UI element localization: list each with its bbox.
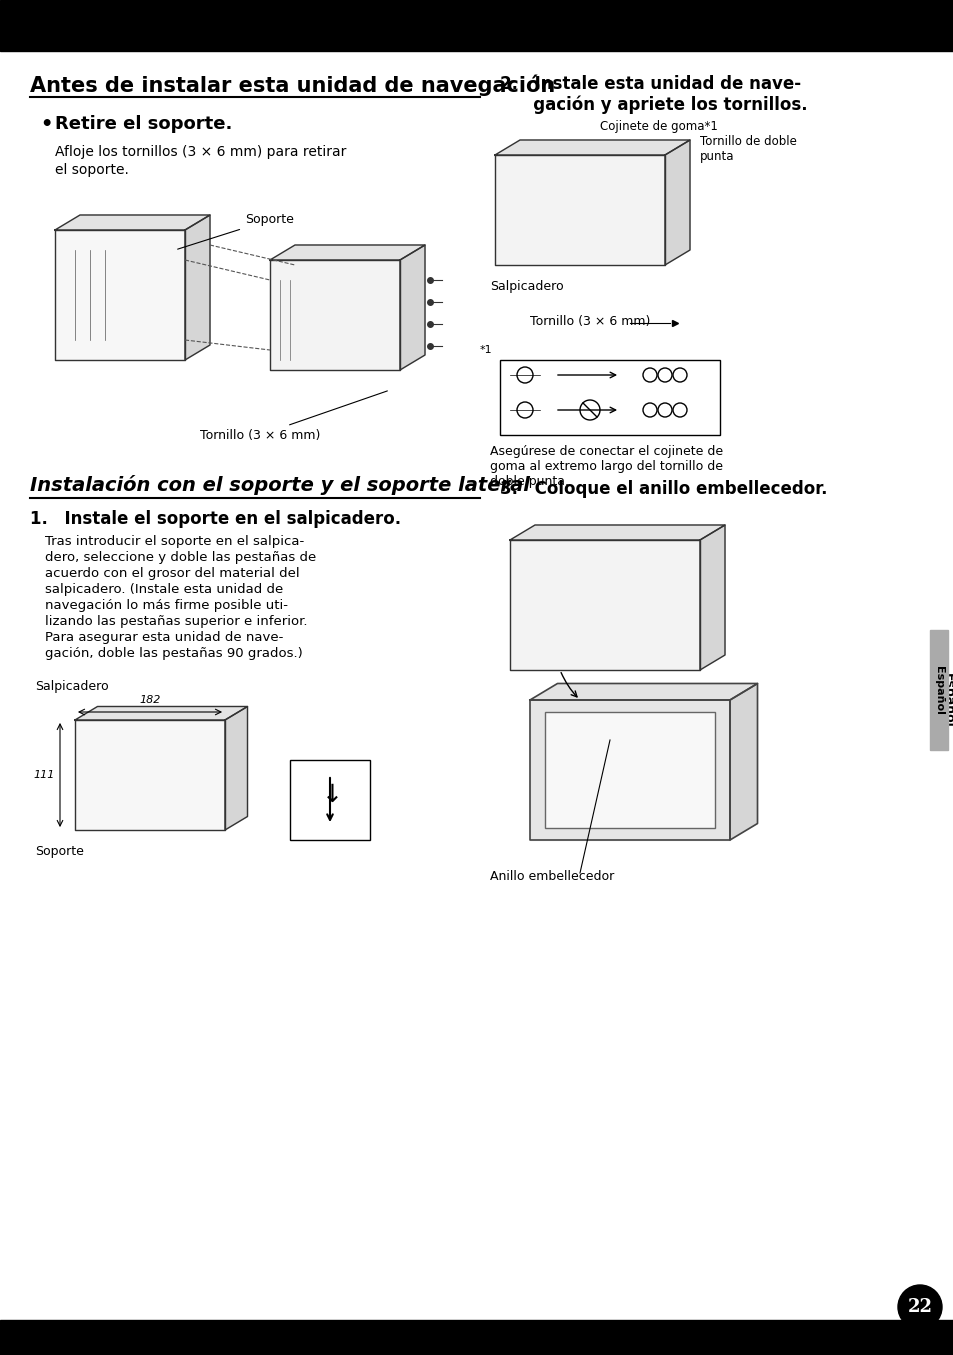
Circle shape [897, 1285, 941, 1329]
Polygon shape [185, 215, 210, 360]
Bar [544, 711, 714, 828]
Text: Asegúrese de conectar el cojinete de
goma al extremo largo del tornillo de
doble: Asegúrese de conectar el cojinete de gom… [490, 444, 722, 488]
Text: Tornillo (3 × 6 mm): Tornillo (3 × 6 mm) [200, 390, 387, 442]
Polygon shape [75, 720, 225, 831]
Text: Anillo embellecedor: Anillo embellecedor [490, 870, 614, 883]
Polygon shape [530, 683, 757, 701]
Polygon shape [510, 524, 724, 541]
Text: •: • [40, 115, 52, 134]
Text: acuerdo con el grosor del material del: acuerdo con el grosor del material del [45, 566, 299, 580]
Text: 182: 182 [139, 695, 160, 705]
Text: Retire el soporte.: Retire el soporte. [55, 115, 233, 133]
Polygon shape [270, 260, 399, 370]
Bar [0, 0, 953, 51]
Polygon shape [510, 541, 700, 669]
Bar [929, 630, 947, 751]
Bar [290, 760, 370, 840]
Text: salpicadero. (Instale esta unidad de: salpicadero. (Instale esta unidad de [45, 583, 283, 596]
Bar [499, 360, 720, 435]
Text: Español: Español [941, 672, 953, 728]
Text: 22: 22 [906, 1298, 931, 1316]
Text: gación, doble las pestañas 90 grados.): gación, doble las pestañas 90 grados.) [45, 646, 302, 660]
Text: Español: Español [933, 665, 943, 714]
Text: Soporte: Soporte [35, 846, 84, 858]
Bar [0, 1320, 953, 1355]
Text: 2. Instale esta unidad de nave-
  gación y apriete los tornillos.: 2. Instale esta unidad de nave- gación y… [499, 75, 807, 114]
Text: Tornillo (3 × 6 mm): Tornillo (3 × 6 mm) [530, 314, 650, 328]
Polygon shape [225, 706, 247, 831]
Polygon shape [270, 245, 424, 260]
Text: Tras introducir el soporte en el salpica-: Tras introducir el soporte en el salpica… [45, 535, 304, 547]
Text: Para asegurar esta unidad de nave-: Para asegurar esta unidad de nave- [45, 631, 283, 644]
Polygon shape [664, 140, 689, 266]
Text: dero, seleccione y doble las pestañas de: dero, seleccione y doble las pestañas de [45, 551, 315, 564]
Polygon shape [55, 230, 185, 360]
Polygon shape [399, 245, 424, 370]
Text: Salpicadero: Salpicadero [490, 280, 563, 293]
Text: Salpicadero: Salpicadero [35, 680, 109, 692]
Polygon shape [75, 706, 247, 720]
Polygon shape [729, 683, 757, 840]
Polygon shape [495, 154, 664, 266]
Text: Afloje los tornillos (3 × 6 mm) para retirar: Afloje los tornillos (3 × 6 mm) para ret… [55, 145, 346, 159]
Text: 1. Instale el soporte en el salpicadero.: 1. Instale el soporte en el salpicadero. [30, 509, 400, 528]
Text: lizando las pestañas superior e inferior.: lizando las pestañas superior e inferior… [45, 615, 307, 627]
Polygon shape [700, 524, 724, 669]
Text: Tornillo de doble
punta: Tornillo de doble punta [700, 136, 796, 163]
Text: Antes de instalar esta unidad de navegación: Antes de instalar esta unidad de navegac… [30, 75, 555, 96]
Text: el soporte.: el soporte. [55, 163, 129, 178]
Text: 111: 111 [33, 770, 55, 780]
Text: ↓: ↓ [321, 783, 342, 808]
Polygon shape [55, 215, 210, 230]
Text: *1: *1 [479, 346, 492, 355]
Text: 3. Coloque el anillo embellecedor.: 3. Coloque el anillo embellecedor. [499, 480, 826, 499]
Polygon shape [495, 140, 689, 154]
Text: Cojinete de goma*1: Cojinete de goma*1 [599, 121, 717, 133]
Text: Soporte: Soporte [177, 214, 294, 249]
Text: Instalación con el soporte y el soporte lateral: Instalación con el soporte y el soporte … [30, 476, 529, 495]
Polygon shape [530, 701, 729, 840]
Text: navegación lo más firme posible uti-: navegación lo más firme posible uti- [45, 599, 288, 612]
